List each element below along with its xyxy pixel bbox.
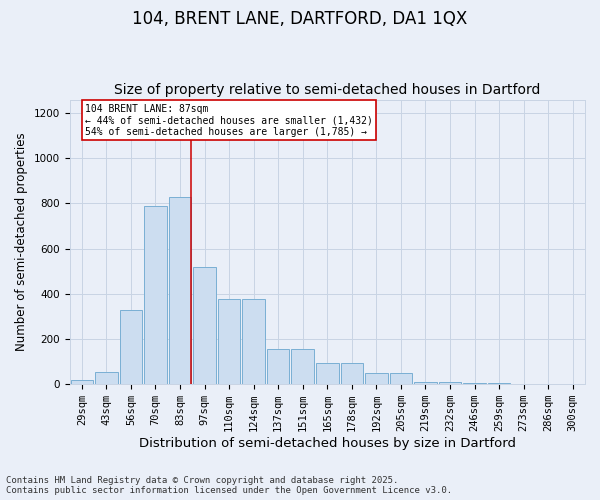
Text: Contains HM Land Registry data © Crown copyright and database right 2025.
Contai: Contains HM Land Registry data © Crown c… [6,476,452,495]
Bar [414,382,437,384]
Bar [193,266,216,384]
Bar [144,206,167,384]
Bar [488,383,511,384]
Bar [71,380,93,384]
Bar [242,300,265,384]
Text: 104 BRENT LANE: 87sqm
← 44% of semi-detached houses are smaller (1,432)
54% of s: 104 BRENT LANE: 87sqm ← 44% of semi-deta… [85,104,373,137]
Bar [267,349,289,384]
Bar [439,382,461,384]
Bar [292,349,314,384]
Bar [218,300,241,384]
Text: 104, BRENT LANE, DARTFORD, DA1 1QX: 104, BRENT LANE, DARTFORD, DA1 1QX [133,10,467,28]
Bar [169,196,191,384]
Bar [365,373,388,384]
Bar [119,310,142,384]
Bar [389,373,412,384]
Bar [316,363,338,384]
Bar [341,363,363,384]
Bar [95,372,118,384]
Bar [463,383,486,384]
Title: Size of property relative to semi-detached houses in Dartford: Size of property relative to semi-detach… [114,83,541,97]
Y-axis label: Number of semi-detached properties: Number of semi-detached properties [15,132,28,351]
X-axis label: Distribution of semi-detached houses by size in Dartford: Distribution of semi-detached houses by … [139,437,516,450]
